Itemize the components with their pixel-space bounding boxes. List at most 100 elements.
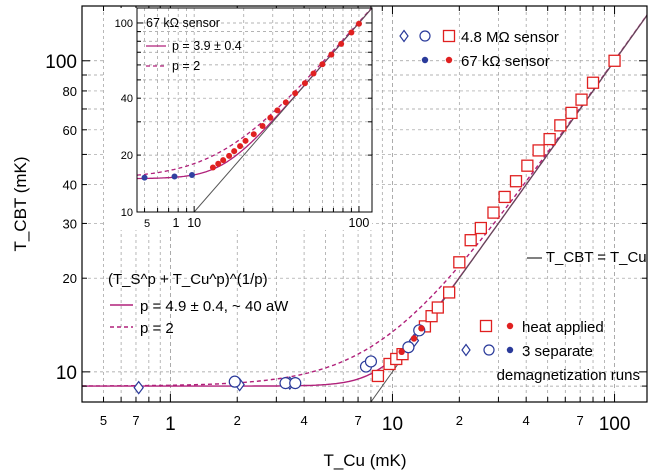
inset-dot-marker — [310, 70, 317, 77]
square-marker — [431, 301, 444, 314]
inset-dot-marker — [282, 99, 289, 106]
circle-marker — [419, 30, 431, 42]
inset-legend-p2: p = 2 — [172, 59, 200, 73]
legend-demag-runs: demagnetization runs — [497, 367, 640, 384]
dot-marker — [421, 56, 429, 64]
square-marker — [443, 286, 456, 299]
inset-dot-marker — [259, 123, 266, 130]
inset-dot-marker — [250, 131, 257, 138]
square-marker — [498, 190, 511, 204]
diamond-marker — [133, 380, 144, 395]
square-marker — [371, 369, 385, 383]
y-tick-label: 10 — [56, 363, 77, 384]
dot-marker — [506, 322, 514, 330]
square-marker — [575, 93, 588, 106]
inset-dot-marker — [188, 171, 195, 178]
inset-dot-marker — [274, 107, 281, 114]
dot-marker — [506, 346, 514, 354]
legend-identity-line: — T_CBT = T_Cu — [527, 249, 647, 266]
circle-marker — [289, 377, 302, 390]
y-tick-label: 60 — [63, 123, 77, 138]
legend-heat-applied: heat applied — [522, 319, 604, 336]
main-plot-frame — [81, 5, 648, 403]
legend-p-fit: p = 4.9 ± 0.4, ~ 40 aW — [140, 298, 289, 315]
inset-frame — [136, 7, 373, 213]
y-tick-label: 20 — [63, 271, 77, 286]
inset-y-tick-label: 20 — [121, 150, 133, 162]
circle-marker — [364, 355, 378, 368]
inset-dot-marker — [141, 174, 148, 181]
circle-marker — [402, 341, 415, 354]
square-marker — [425, 310, 438, 323]
inset-dot-marker — [292, 90, 299, 97]
square-marker — [464, 234, 477, 247]
x-tick-label: 4 — [523, 413, 530, 428]
square-marker — [474, 221, 487, 235]
inset-x-tick-label: 5 — [144, 218, 150, 230]
inset-dot-marker — [226, 152, 233, 159]
x-tick-label: 100 — [599, 414, 631, 435]
dot-marker — [418, 325, 425, 332]
square-marker — [487, 206, 500, 219]
square-marker — [565, 106, 578, 120]
diamond-marker — [399, 29, 409, 43]
inset-title: 67 kΩ sensor — [146, 16, 220, 30]
x-tick-label: 2 — [456, 413, 463, 428]
dot-marker — [410, 335, 418, 342]
axis-labels: T_Cu (mK) T_CBT (mK) — [11, 156, 407, 470]
y-tick-label: 40 — [63, 178, 77, 193]
y-tick-label: 80 — [63, 84, 77, 99]
x-tick-label: 5 — [100, 413, 107, 428]
y-axis-title: T_CBT (mK) — [11, 156, 30, 251]
circle-marker — [483, 344, 495, 356]
inset-dot-marker — [328, 51, 335, 58]
inset-dot-marker — [215, 160, 222, 167]
inset-y-tick-label: 10 — [121, 207, 133, 219]
inset-y-tick-label: 40 — [121, 93, 133, 105]
x-tick-label: 10 — [382, 414, 403, 435]
square-marker — [521, 159, 534, 172]
legends: 4.8 MΩ sensor 67 kΩ sensor — T_CBT = T_Cuh… — [108, 29, 647, 384]
inset-background — [106, 8, 372, 230]
inset-dot-marker — [338, 40, 345, 47]
y-tick-label: 100 — [45, 52, 77, 73]
main-axis-ticks: 5 7 1 2 4 7 10 2 4 7 100 10 20 30 40 60 80 100 — [45, 6, 647, 435]
square-marker — [509, 175, 523, 188]
inset-fit-line — [137, 8, 372, 176]
inset-dot-marker — [267, 114, 274, 121]
inset-dot-marker — [209, 164, 216, 171]
square-marker — [554, 119, 567, 132]
circle-marker — [228, 375, 241, 388]
inset-dot-marker — [319, 61, 326, 68]
main-data-points — [133, 54, 621, 395]
x-tick-label: 7 — [577, 413, 584, 428]
inset-dot-marker — [348, 29, 355, 36]
dot-marker — [398, 348, 405, 356]
inset-axis-ticks: 5 1 10 100 10 20 40 100 67 kΩ sensor p = 3.9 ± 0.… — [115, 16, 372, 230]
x-axis-title: T_Cu (mK) — [323, 451, 406, 470]
legend-p2: p = 2 — [140, 320, 174, 337]
square-marker — [453, 256, 466, 269]
x-tick-label: 2 — [234, 413, 241, 428]
inset-y-tick-label: 100 — [115, 18, 133, 30]
dot-marker — [445, 56, 453, 64]
inset-dot-marker — [171, 173, 178, 180]
inset-dot-marker — [355, 20, 362, 27]
x-tick-label: 4 — [300, 413, 307, 428]
legend-67k-sensor: 67 kΩ sensor — [461, 53, 550, 70]
square-marker — [532, 144, 545, 157]
x-tick-label: 1 — [165, 414, 176, 435]
square-marker — [543, 132, 556, 146]
legend-3-separate: 3 separate — [522, 343, 593, 360]
diamond-marker — [461, 343, 471, 357]
legend-fit-formula: (T_S^p + T_Cu^p)^(1/p) — [108, 271, 268, 288]
square-marker — [479, 319, 493, 333]
square-marker — [586, 76, 600, 89]
inset-dot-marker — [231, 148, 238, 155]
inset-x-tick-label: 10 — [187, 216, 201, 230]
inset-grid — [137, 8, 372, 212]
inset-x-tick-label: 1 — [173, 216, 180, 230]
inset-data-points — [141, 20, 362, 181]
x-tick-label: 7 — [354, 413, 361, 428]
